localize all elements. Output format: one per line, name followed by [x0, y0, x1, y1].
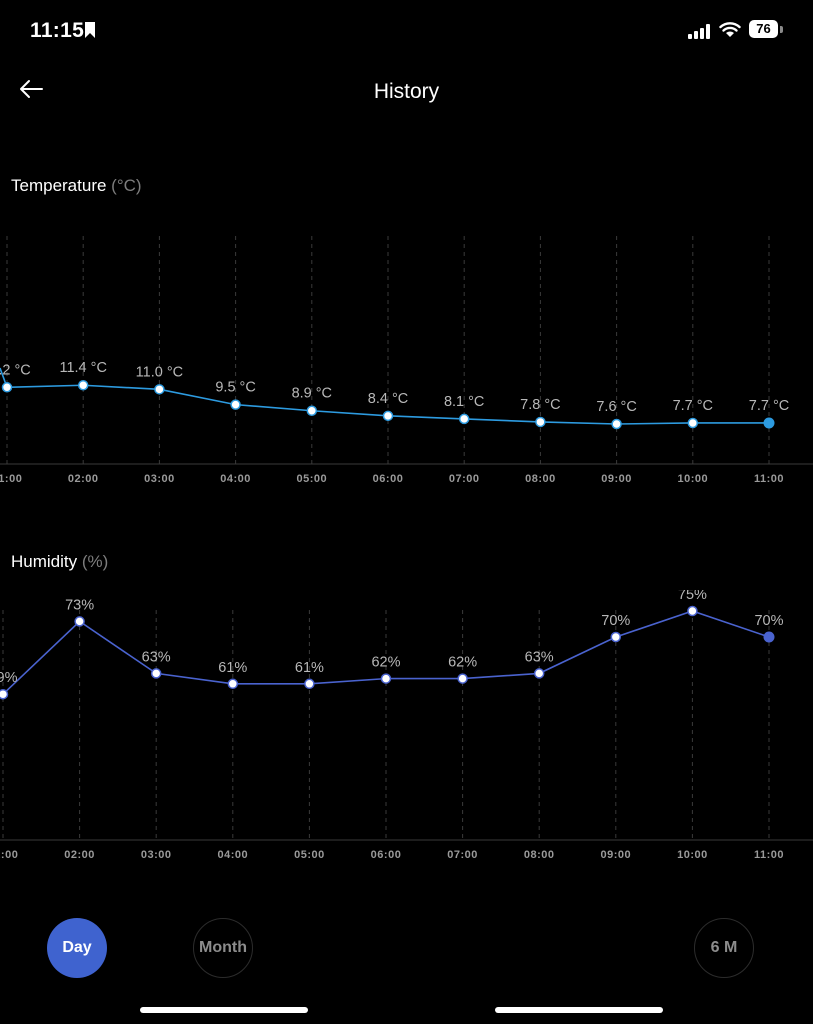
back-button[interactable]	[14, 74, 50, 104]
data-point[interactable]	[763, 631, 775, 643]
six-months-button[interactable]: 6 M	[694, 918, 754, 978]
data-label: 11.0 °C	[136, 364, 183, 380]
x-tick-label: 11:00	[754, 473, 784, 485]
data-label: 61%	[295, 660, 324, 676]
x-tick-label: 03:00	[141, 849, 172, 861]
x-tick-label: 04:00	[217, 849, 248, 861]
humidity-title: Humidity	[11, 552, 78, 571]
data-label: 8.4 °C	[368, 391, 408, 407]
data-point[interactable]	[0, 688, 9, 700]
data-label: 63%	[525, 649, 554, 665]
humidity-unit: (%)	[81, 552, 109, 571]
humidity-chart: 59% 01:00 73% 02:00 63% 03:00 61% 04:00 61% 05:00…	[0, 590, 813, 861]
home-indicator-left	[140, 1007, 308, 1013]
x-tick-label: 07:00	[449, 473, 480, 485]
data-label: 75%	[678, 590, 707, 603]
data-label: 7.6 °C	[596, 399, 636, 415]
x-tick-label: 06:00	[373, 473, 404, 485]
data-label: 11.2 °C	[0, 362, 31, 378]
battery-icon: 76	[749, 20, 784, 40]
data-point[interactable]	[687, 417, 699, 429]
data-label: 62%	[371, 655, 400, 671]
data-label: 62%	[448, 655, 477, 671]
data-point[interactable]	[457, 673, 468, 684]
x-tick-label: 04:00	[220, 473, 251, 485]
x-tick-label: 09:00	[600, 849, 631, 861]
page-title: History	[373, 80, 440, 103]
x-tick-label: 02:00	[68, 473, 99, 485]
bookmark-icon	[85, 22, 95, 38]
x-tick-label: 08:00	[525, 473, 556, 485]
data-label: 7.7 °C	[673, 398, 713, 414]
x-tick-label: 03:00	[144, 473, 175, 485]
data-label: 70%	[601, 613, 630, 629]
status-time: 11:15	[30, 19, 85, 42]
data-label: 9.5 °C	[215, 380, 255, 396]
temperature-chart: 11.2 °C 01:00 11.4 °C 02:00 11.0 °C 03:00 9.5 …	[0, 236, 813, 485]
temperature-title: Temperature	[11, 176, 107, 195]
data-point[interactable]	[230, 399, 241, 410]
data-label: 11.4 °C	[59, 360, 106, 376]
data-point[interactable]	[74, 616, 85, 627]
wifi-icon	[719, 22, 741, 37]
humidity-section-title: Humidity (%)	[11, 552, 108, 572]
battery-level: 76	[756, 21, 771, 36]
data-point[interactable]	[611, 418, 622, 430]
data-label: 73%	[65, 597, 94, 613]
x-tick-label: 08:00	[524, 849, 555, 861]
data-point[interactable]	[687, 605, 698, 617]
x-tick-label: 10:00	[677, 473, 708, 485]
status-bar: 11:15 76	[0, 0, 813, 62]
x-tick-label: 01:00	[0, 849, 18, 861]
x-tick-label: 10:00	[677, 849, 708, 861]
data-point[interactable]	[763, 417, 775, 429]
data-point[interactable]	[227, 678, 239, 690]
x-tick-label: 09:00	[601, 473, 632, 485]
x-tick-label: 05:00	[296, 473, 327, 485]
x-tick-label: 07:00	[447, 849, 478, 861]
temperature-unit: (°C)	[111, 176, 142, 195]
month-button[interactable]: Month	[193, 918, 253, 978]
data-point[interactable]	[533, 668, 545, 679]
data-point[interactable]	[610, 631, 622, 643]
data-label: 61%	[218, 660, 247, 676]
data-point[interactable]	[154, 384, 165, 395]
data-point[interactable]	[1, 382, 13, 393]
data-point[interactable]	[380, 673, 392, 684]
data-label: 70%	[754, 613, 783, 629]
day-button[interactable]: Day	[47, 918, 107, 978]
x-tick-label: 06:00	[371, 849, 402, 861]
data-point[interactable]	[150, 668, 162, 679]
data-label: 63%	[142, 649, 171, 665]
data-point[interactable]	[77, 379, 89, 391]
temperature-section-title: Temperature (°C)	[11, 176, 142, 196]
data-point[interactable]	[306, 405, 318, 416]
home-indicator-right	[495, 1007, 663, 1013]
x-tick-label: 05:00	[294, 849, 325, 861]
signal-icon	[688, 24, 710, 39]
data-point[interactable]	[304, 678, 315, 690]
data-point[interactable]	[535, 416, 546, 428]
x-tick-label: 11:00	[754, 849, 784, 861]
arrow-left-icon	[20, 80, 43, 98]
x-tick-label: 01:00	[0, 473, 22, 485]
data-point[interactable]	[382, 410, 394, 422]
data-label: 8.1 °C	[444, 394, 484, 410]
data-label: 59%	[0, 670, 18, 686]
data-label: 7.7 °C	[749, 398, 789, 414]
x-tick-label: 02:00	[64, 849, 95, 861]
data-label: 8.9 °C	[292, 386, 332, 402]
data-label: 7.8 °C	[520, 397, 560, 413]
data-point[interactable]	[458, 413, 470, 425]
